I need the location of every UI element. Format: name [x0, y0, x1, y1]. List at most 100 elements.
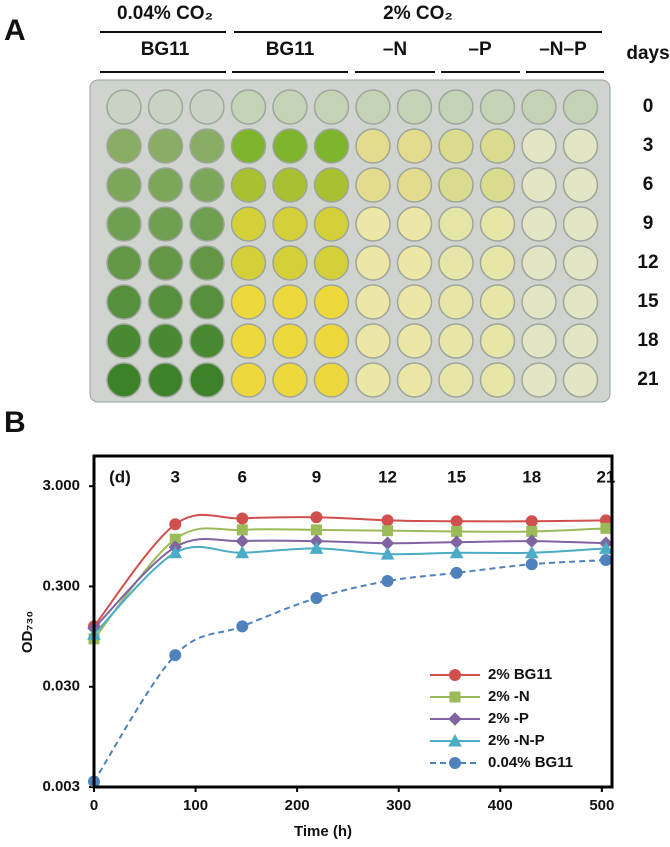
marker: [380, 547, 395, 560]
legend-marker: [449, 757, 461, 769]
well: [230, 362, 267, 398]
well: [272, 245, 308, 281]
well: [189, 245, 225, 281]
well: [147, 245, 184, 281]
well: [313, 128, 350, 164]
legend-label: 2% BG11: [488, 666, 552, 683]
well: [521, 245, 557, 281]
marker: [451, 525, 463, 537]
marker: [382, 525, 394, 537]
marker: [236, 512, 249, 525]
well: [230, 284, 267, 320]
marker: [381, 575, 394, 588]
group-label: 0.04% CO₂: [117, 3, 213, 24]
well: [438, 323, 474, 359]
well: [106, 128, 142, 164]
marker: [449, 545, 464, 559]
panel-label: A: [4, 14, 26, 47]
well: [521, 128, 557, 164]
well: [479, 89, 516, 125]
marker: [168, 545, 183, 559]
well: [189, 206, 225, 242]
marker: [310, 524, 322, 536]
well: [396, 362, 433, 398]
x-axis-label: Time (h): [294, 823, 352, 840]
well: [230, 89, 267, 125]
well: [562, 167, 599, 203]
panel-label: B: [4, 406, 26, 439]
legend-marker: [448, 733, 462, 747]
day-label: 12: [637, 252, 658, 273]
well: [479, 128, 516, 164]
well: [272, 89, 308, 125]
marker: [310, 511, 323, 524]
well: [313, 89, 350, 125]
well: [106, 245, 142, 281]
well: [396, 167, 433, 203]
well: [355, 323, 391, 359]
marker: [524, 545, 539, 559]
y-tick-label: 0.003: [42, 778, 80, 795]
day-annotation: 3: [171, 467, 180, 486]
day-label: 6: [643, 174, 654, 195]
well: [479, 245, 516, 281]
marker: [169, 518, 182, 531]
well: [438, 128, 474, 164]
well: [396, 89, 433, 125]
well: [106, 284, 142, 320]
well: [106, 362, 142, 398]
well: [479, 284, 516, 320]
well: [438, 245, 474, 281]
group-label: 2% CO₂: [383, 3, 453, 24]
well: [562, 284, 599, 320]
well: [230, 167, 267, 203]
day-annotation: (d): [109, 467, 131, 486]
day-label: 21: [637, 369, 659, 390]
well: [479, 167, 516, 203]
well: [106, 89, 142, 125]
well: [272, 362, 308, 398]
y-tick-label: 0.030: [42, 678, 80, 695]
legend-marker: [449, 691, 461, 703]
well: [396, 128, 433, 164]
well: [521, 362, 557, 398]
well: [521, 167, 557, 203]
well: [106, 167, 142, 203]
marker: [236, 524, 248, 536]
series-line: [93, 559, 606, 783]
y-tick-label: 0.300: [42, 577, 80, 594]
wells: [106, 89, 599, 398]
marker: [525, 515, 538, 528]
plot-frame: [92, 454, 614, 789]
well: [106, 323, 142, 359]
marker: [450, 515, 463, 528]
well: [147, 362, 184, 398]
y-tick-label: 3.000: [42, 477, 80, 494]
marker: [599, 554, 612, 567]
well: [313, 167, 350, 203]
day-label: 9: [643, 213, 654, 234]
well: [396, 206, 433, 242]
x-tick-label: 300: [386, 797, 411, 814]
well: [438, 206, 474, 242]
marker: [450, 566, 463, 579]
medium-label: BG11: [141, 39, 190, 60]
legend-marker: [448, 712, 462, 726]
y-axis-label: OD₇₃₀: [19, 611, 36, 653]
well: [355, 206, 391, 242]
well: [147, 323, 184, 359]
well: [230, 128, 267, 164]
well: [355, 167, 391, 203]
well: [147, 284, 184, 320]
well: [562, 323, 599, 359]
well: [438, 284, 474, 320]
x-tick-label: 200: [285, 797, 310, 814]
day-annotation: 15: [447, 467, 466, 486]
well: [396, 284, 433, 320]
well: [355, 128, 391, 164]
well: [272, 206, 308, 242]
well: [272, 128, 308, 164]
day-label: 0: [643, 96, 654, 117]
legend-marker: [449, 669, 461, 681]
